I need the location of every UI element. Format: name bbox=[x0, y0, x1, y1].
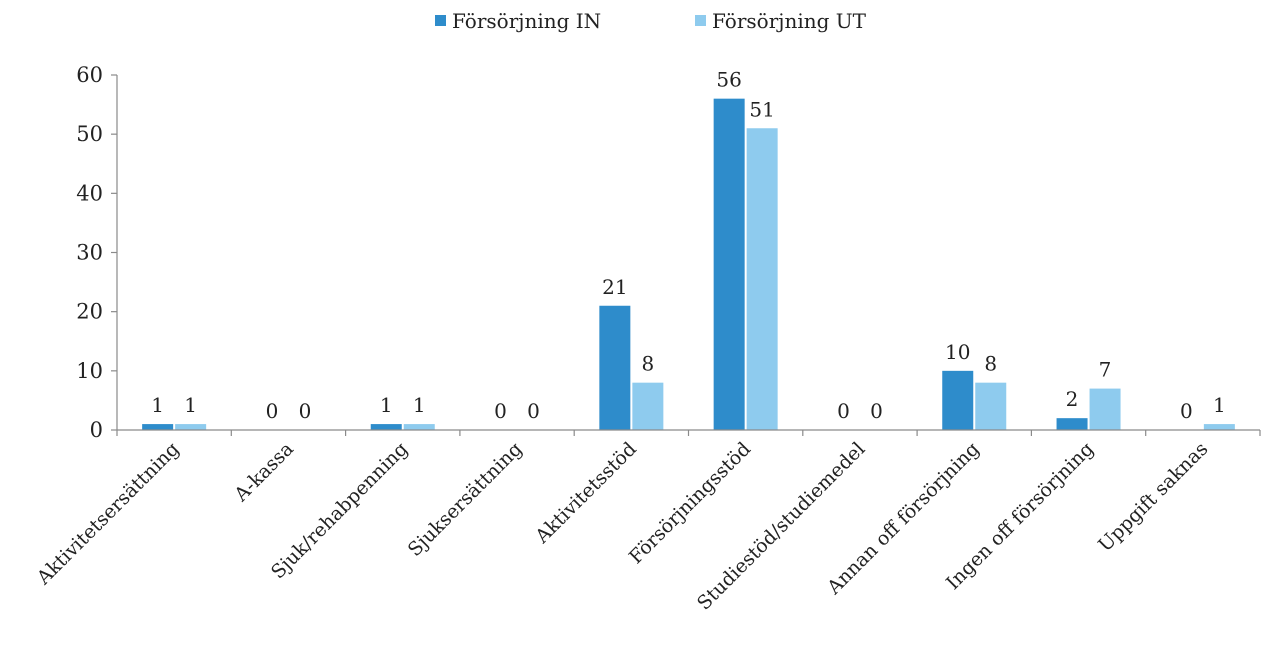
data-label-forsorjning-in-sjuk-rehabpenning: 1 bbox=[380, 393, 393, 417]
y-tick-label: 20 bbox=[76, 300, 103, 324]
legend-swatch-forsorjning-ut bbox=[695, 15, 706, 26]
y-tick-label: 40 bbox=[76, 181, 103, 205]
data-label-forsorjning-ut-annan-off-forsorjning: 8 bbox=[984, 352, 997, 376]
x-tick-label-forsorjningsstod: Försörjningsstöd bbox=[625, 438, 755, 568]
data-label-forsorjning-in-forsorjningsstod: 56 bbox=[716, 68, 741, 92]
data-label-forsorjning-ut-a-kassa: 0 bbox=[299, 399, 312, 423]
bar-forsorjning-in-sjuk-rehabpenning bbox=[370, 424, 402, 430]
data-label-forsorjning-in-sjuksersattning: 0 bbox=[494, 399, 507, 423]
bar-forsorjning-in-aktivitetsersattning bbox=[142, 424, 174, 430]
data-label-forsorjning-in-ingen-off-forsorjning: 2 bbox=[1066, 387, 1079, 411]
y-tick-label: 50 bbox=[76, 122, 103, 146]
data-label-forsorjning-in-studiestod-studiemedel: 0 bbox=[837, 399, 850, 423]
bar-forsorjning-in-ingen-off-forsorjning bbox=[1056, 418, 1088, 430]
bar-forsorjning-in-annan-off-forsorjning bbox=[942, 370, 974, 430]
bar-forsorjning-in-forsorjningsstod bbox=[713, 98, 745, 431]
bar-forsorjning-ut-aktivitetsstod bbox=[632, 382, 664, 430]
y-tick-label: 10 bbox=[76, 359, 103, 383]
x-tick-label-sjuksersattning: Sjuksersättning bbox=[404, 438, 527, 561]
bar-forsorjning-ut-sjuk-rehabpenning bbox=[403, 424, 435, 430]
legend-label-forsorjning-in: Försörjning IN bbox=[452, 9, 601, 33]
bar-forsorjning-ut-forsorjningsstod bbox=[746, 128, 778, 430]
data-label-forsorjning-ut-aktivitetsersattning: 1 bbox=[184, 393, 197, 417]
data-label-forsorjning-ut-sjuksersattning: 0 bbox=[527, 399, 540, 423]
legend-label-forsorjning-ut: Försörjning UT bbox=[712, 9, 867, 33]
data-label-forsorjning-ut-studiestod-studiemedel: 0 bbox=[870, 399, 883, 423]
y-tick-label: 30 bbox=[76, 241, 103, 265]
y-tick-label: 60 bbox=[76, 63, 103, 87]
data-label-forsorjning-ut-aktivitetsstod: 8 bbox=[641, 352, 654, 376]
data-label-forsorjning-ut-sjuk-rehabpenning: 1 bbox=[413, 393, 426, 417]
bar-forsorjning-ut-ingen-off-forsorjning bbox=[1089, 388, 1121, 430]
bars bbox=[142, 98, 1235, 431]
y-tick-label: 0 bbox=[90, 418, 103, 442]
data-label-forsorjning-in-aktivitetsstod: 21 bbox=[602, 275, 627, 299]
legend: Försörjning IN Försörjning UT bbox=[435, 9, 867, 33]
bar-forsorjning-in-aktivitetsstod bbox=[599, 305, 631, 430]
data-label-forsorjning-in-a-kassa: 0 bbox=[266, 399, 279, 423]
data-label-forsorjning-in-uppgift-saknas: 0 bbox=[1180, 399, 1193, 423]
data-label-forsorjning-ut-ingen-off-forsorjning: 7 bbox=[1099, 358, 1112, 382]
data-label-forsorjning-in-annan-off-forsorjning: 10 bbox=[945, 340, 970, 364]
x-tick-label-uppgift-saknas: Uppgift saknas bbox=[1094, 438, 1212, 556]
data-label-forsorjning-ut-uppgift-saknas: 1 bbox=[1213, 393, 1226, 417]
bar-forsorjning-ut-uppgift-saknas bbox=[1203, 424, 1235, 430]
x-tick-label-aktivitetsersattning: Aktivitetsersättning bbox=[32, 438, 184, 590]
y-axis: 0 10 20 30 40 50 60 bbox=[76, 63, 118, 442]
x-tick-label-aktivitetsstod: Aktivitetsstöd bbox=[531, 438, 641, 548]
x-axis: Aktivitetsersättning A-kassaSjuk/rehabpen… bbox=[32, 429, 1261, 614]
data-label-forsorjning-ut-forsorjningsstod: 51 bbox=[749, 97, 774, 121]
data-label-forsorjning-in-aktivitetsersattning: 1 bbox=[151, 393, 164, 417]
legend-swatch-forsorjning-in bbox=[435, 15, 446, 26]
bar-forsorjning-ut-annan-off-forsorjning bbox=[975, 382, 1007, 430]
bar-forsorjning-ut-aktivitetsersattning bbox=[175, 424, 207, 430]
x-tick-label-a-kassa: A-kassa bbox=[230, 438, 298, 506]
